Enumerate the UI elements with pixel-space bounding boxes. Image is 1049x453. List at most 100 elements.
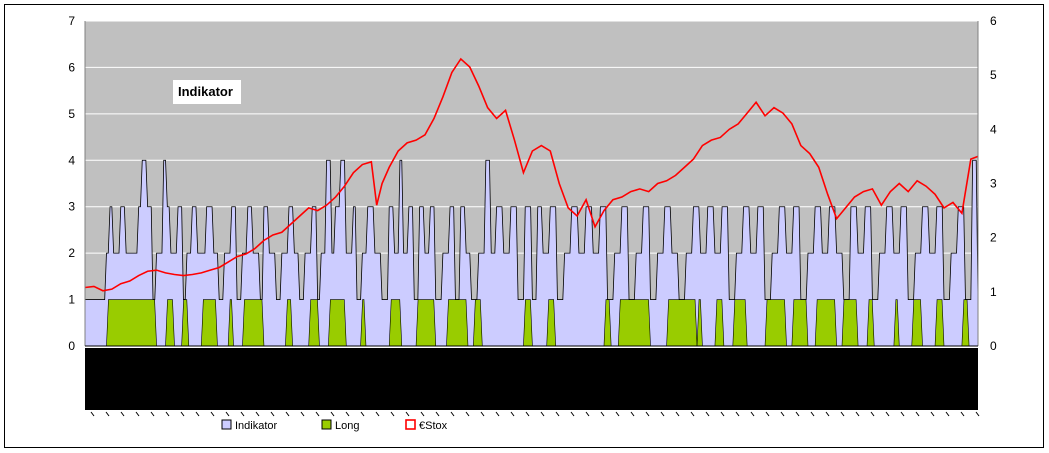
right-tick-label: 3 [990,177,997,191]
x-tick-mark [690,411,695,417]
x-tick-mark [900,411,905,417]
x-tick-mark [720,411,725,417]
x-tick-mark [750,411,755,417]
x-tick-mark [765,411,770,417]
x-tick-mark [285,411,290,417]
x-tick-mark [300,411,305,417]
x-tick-mark [840,411,845,417]
long-segment [388,299,403,347]
stox-line [84,57,979,292]
x-tick-mark [780,411,785,417]
x-tick-mark [255,411,260,417]
x-tick-mark [495,411,500,417]
left-tick-label: 6 [68,60,75,74]
legend-swatch [221,419,232,430]
x-tick-mark [885,411,890,417]
long-segment [911,299,923,347]
x-tick-mark [375,411,380,417]
x-tick-mark [870,411,875,417]
x-tick-mark [405,411,410,417]
x-tick-mark [660,411,665,417]
x-tick-mark [945,411,950,417]
long-segment [764,299,787,347]
x-tick-mark [420,411,425,417]
left-tick-label: 4 [68,153,75,167]
left-tick-label: 2 [68,246,75,260]
long-segment [732,299,748,347]
x-tick-mark [915,411,920,417]
right-tick-label: 1 [990,285,997,299]
right-tick-label: 4 [990,122,997,136]
x-tick-mark [90,411,95,417]
x-tick-mark [435,411,440,417]
long-segment [617,299,651,347]
x-tick-mark [645,411,650,417]
x-tick-mark [345,411,350,417]
left-tick-label: 1 [68,293,75,307]
x-tick-mark [120,411,125,417]
x-tick-mark [225,411,230,417]
annotation-box [173,80,241,104]
x-tick-mark [960,411,965,417]
x-tick-mark [930,411,935,417]
x-tick-mark [480,411,485,417]
x-tick-mark [615,411,620,417]
x-tick-mark [165,411,170,417]
x-tick-mark [510,411,515,417]
indikator-line [85,159,979,300]
right-tick-label: 0 [990,339,997,353]
left-tick-label: 5 [68,107,75,121]
long-segment [841,299,859,347]
legend-swatch [405,419,416,430]
x-tick-mark [630,411,635,417]
legend-label: Indikator [235,420,278,432]
long-segment [791,299,809,347]
long-segment [446,299,469,347]
left-tick-label: 0 [68,339,75,353]
right-tick-label: 5 [990,68,997,82]
x-tick-mark [540,411,545,417]
legend-label: Long [335,420,359,432]
x-tick-mark [465,411,470,417]
x-tick-mark [810,411,815,417]
legend-label: €Stox [419,420,448,432]
x-tick-mark [105,411,110,417]
x-tick-mark [825,411,830,417]
right-tick-label: 2 [990,231,997,245]
x-tick-mark [705,411,710,417]
chart-annotation: Indikator [178,84,233,99]
long-segment [328,299,347,347]
long-segment [308,299,320,347]
left-tick-label: 7 [68,14,75,28]
long-segment [814,299,837,347]
long-segment [666,299,698,347]
x-tick-mark [855,411,860,417]
x-tick-mark [735,411,740,417]
x-tick-mark [315,411,320,417]
x-tick-mark [270,411,275,417]
legend-swatch [321,419,332,430]
left-tick-label: 3 [68,200,75,214]
x-tick-mark [390,411,395,417]
x-tick-mark [555,411,560,417]
x-tick-labels-band [85,348,978,410]
x-tick-mark [210,411,215,417]
x-tick-mark [585,411,590,417]
long-segment [201,299,218,347]
long-segment [415,299,437,347]
right-tick-label: 6 [990,14,997,28]
indikator-area [85,160,978,346]
x-tick-mark [150,411,155,417]
x-tick-mark [330,411,335,417]
x-tick-mark [525,411,530,417]
long-segment [106,299,157,347]
x-tick-mark [360,411,365,417]
x-tick-mark [195,411,200,417]
x-tick-mark [240,411,245,417]
x-tick-mark [795,411,800,417]
x-tick-mark [570,411,575,417]
x-tick-mark [135,411,140,417]
x-tick-mark [975,411,980,417]
x-tick-mark [180,411,185,417]
